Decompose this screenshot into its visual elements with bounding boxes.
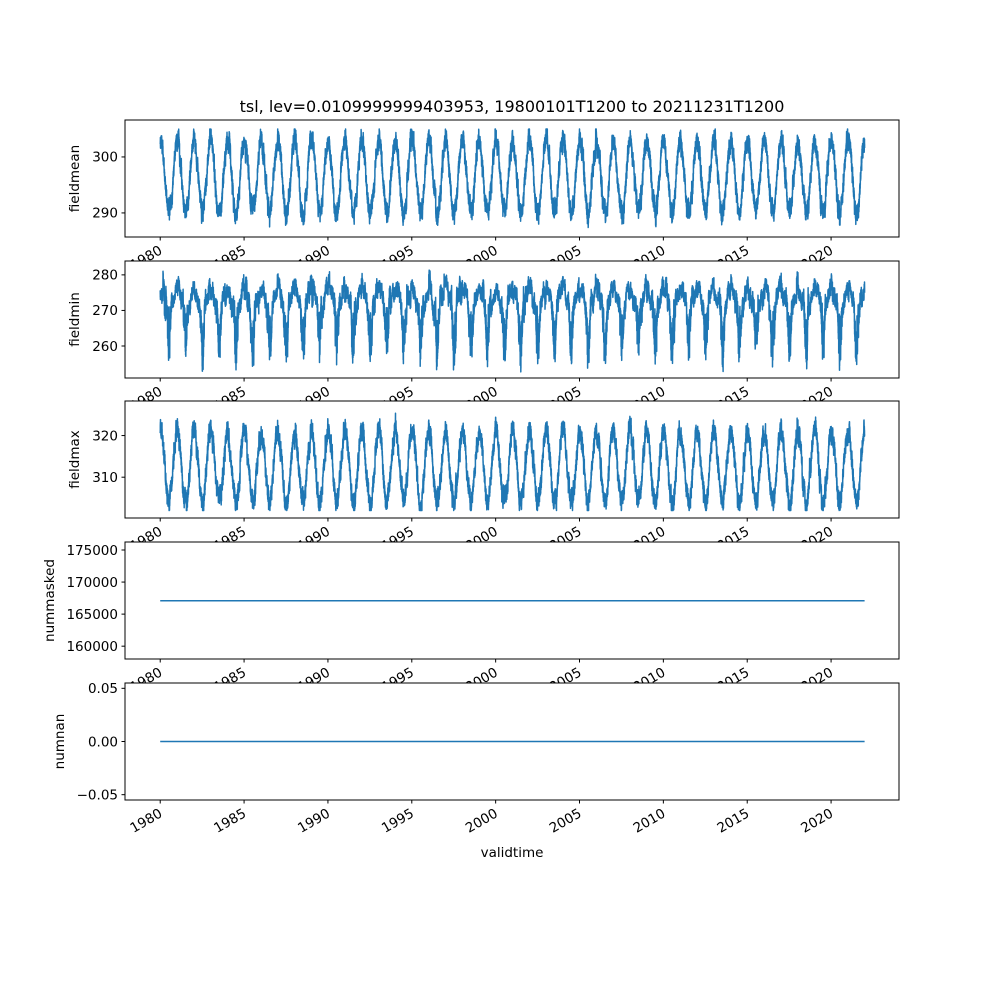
y-axis-label: nummasked	[42, 559, 58, 642]
x-axis-label: validtime	[481, 845, 544, 861]
y-tick-label: 310	[92, 470, 118, 486]
y-tick-label: 0.05	[88, 681, 118, 697]
axes-background	[125, 261, 899, 378]
series-line-fieldmax	[159, 412, 866, 512]
series-line-fieldmin	[159, 269, 866, 373]
y-tick-label: 300	[92, 150, 118, 166]
axes-frame	[124, 400, 900, 519]
axes-frame	[124, 541, 900, 660]
y-tick-label: −0.05	[77, 787, 118, 803]
y-tick-label: 165000	[66, 607, 118, 623]
y-tick-label: 175000	[66, 543, 118, 559]
axes-frame	[124, 260, 900, 379]
y-tick-label: 0.00	[88, 734, 118, 750]
y-tick-label: 280	[92, 268, 118, 284]
y-axis-label: numnan	[52, 714, 68, 770]
axes-frame	[124, 119, 900, 238]
y-tick-label: 290	[92, 206, 118, 222]
chart-title: tsl, lev=0.0109999999403953, 19800101T12…	[240, 97, 785, 116]
y-tick-label: 320	[92, 428, 118, 444]
y-axis-label: fieldmax	[67, 430, 83, 489]
y-axis-label: fieldmin	[67, 292, 83, 347]
y-tick-label: 260	[92, 339, 118, 355]
y-axis-label: fieldmean	[67, 145, 83, 212]
y-tick-label: 160000	[66, 639, 118, 655]
y-tick-label: 170000	[66, 575, 118, 591]
series-line-fieldmean	[159, 128, 866, 229]
y-tick-label: 270	[92, 303, 118, 319]
